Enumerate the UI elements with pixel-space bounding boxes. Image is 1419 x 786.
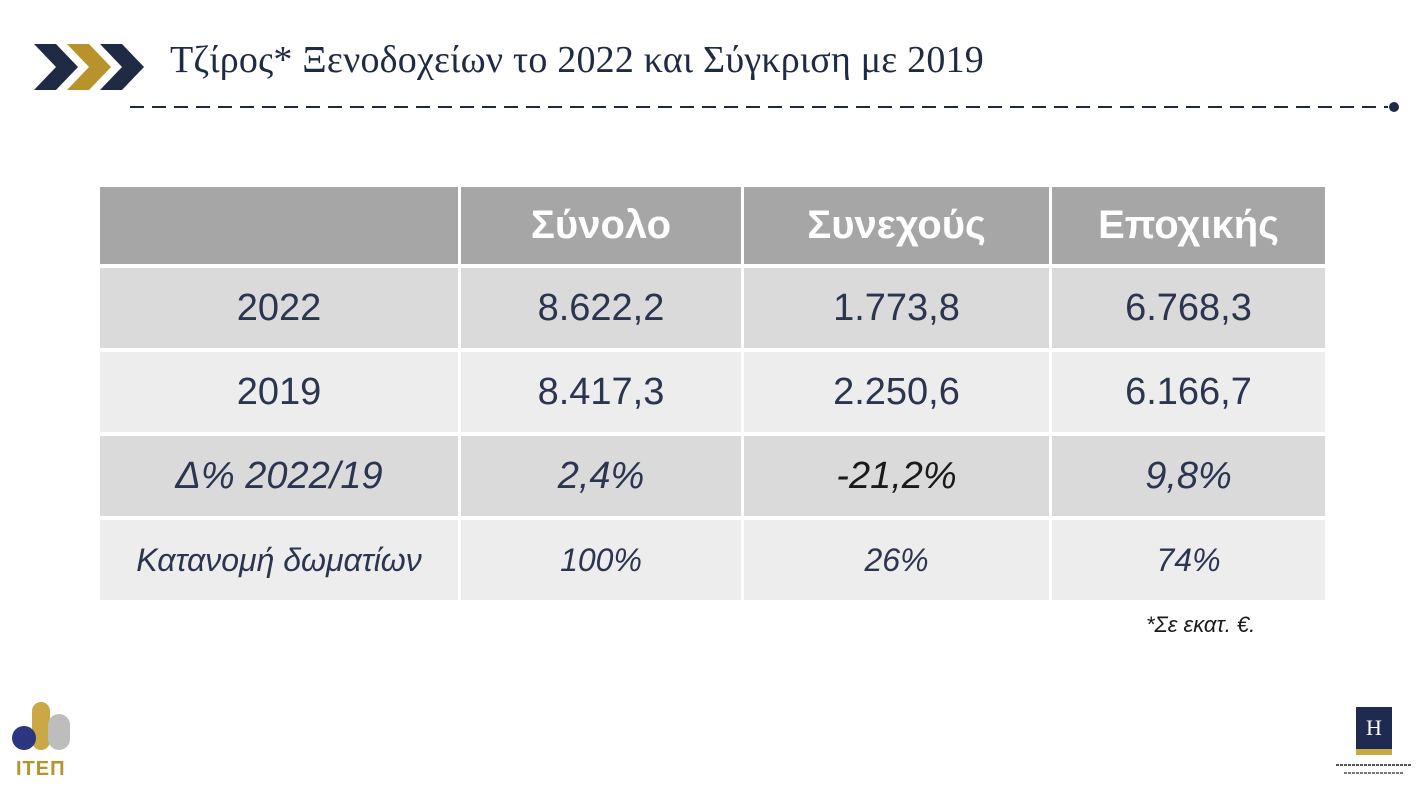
itep-logo-text: ΙΤΕΠ [16,758,66,780]
table-header-seasonal: Εποχικής [1052,187,1325,264]
table-header-total: Σύνολο [461,187,741,264]
row-label-change: Δ% 2022/19 [100,436,458,516]
table-cell: 1.773,8 [744,268,1049,348]
footnote: *Σε εκατ. €. [1146,612,1256,637]
page-title: Τζίρος* Ξενοδοχείων το 2022 και Σύγκριση… [170,39,984,81]
row-label-room-distribution: Κατανομή δωματίων [100,520,458,600]
table-cell: 2,4% [461,436,741,516]
itep-logo-icon [12,702,70,750]
table-cell: 74% [1052,520,1325,600]
dashed-divider [130,102,1399,112]
turnover-table: Σύνολο Συνεχούς Εποχικής 2022 8.622,2 1.… [100,187,1325,600]
table-header-year-round: Συνεχούς [744,187,1049,264]
table-cell: 100% [461,520,741,600]
logo-band [1356,749,1392,755]
table-cell: 2.250,6 [744,352,1049,432]
table-cell: 9,8% [1052,436,1325,516]
table-cell: 8.417,3 [461,352,741,432]
table-cell: 6.166,7 [1052,352,1325,432]
logo-subtext-graphic [1336,764,1412,774]
table-cell: 6.768,3 [1052,268,1325,348]
table-cell: 26% [744,520,1049,600]
table-cell: -21,2% [744,436,1049,516]
hotel-chamber-logo-icon: H [1356,707,1392,749]
table-cell: 8.622,2 [461,268,741,348]
chevron-arrows-icon [34,44,144,90]
table-header-empty [100,187,458,264]
row-label-2019: 2019 [100,352,458,432]
row-label-2022: 2022 [100,268,458,348]
